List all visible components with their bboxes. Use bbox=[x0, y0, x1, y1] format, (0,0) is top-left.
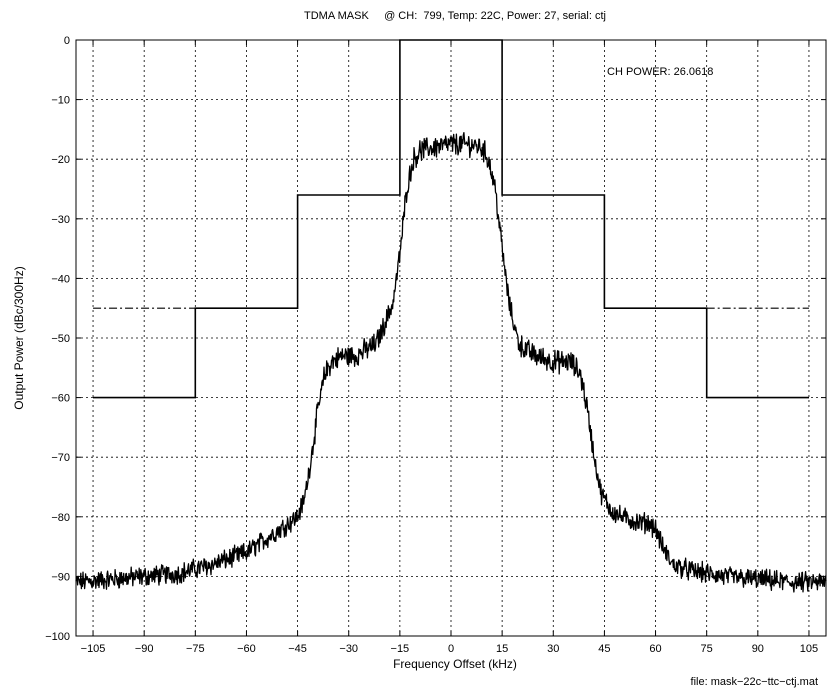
ch-power-annotation: CH POWER: 26.0618 bbox=[607, 66, 713, 78]
y-tick-label: −50 bbox=[51, 333, 70, 345]
y-tick-label: −90 bbox=[51, 571, 70, 583]
y-tick-label: −80 bbox=[51, 512, 70, 524]
x-tick-label: 90 bbox=[752, 643, 764, 655]
x-tick-label: 0 bbox=[448, 643, 454, 655]
x-tick-label: −30 bbox=[339, 643, 358, 655]
x-tick-label: 60 bbox=[649, 643, 661, 655]
y-tick-label: −60 bbox=[51, 393, 70, 405]
x-tick-label: −90 bbox=[135, 643, 154, 655]
x-tick-label: 45 bbox=[598, 643, 610, 655]
spectrum-series bbox=[75, 131, 827, 593]
y-tick-label: −40 bbox=[51, 273, 70, 285]
x-tick-label: −105 bbox=[81, 643, 106, 655]
y-tick-label: −10 bbox=[51, 95, 70, 107]
x-tick-label: −60 bbox=[237, 643, 256, 655]
y-axis-label: Output Power (dBc/300Hz) bbox=[12, 266, 26, 409]
x-tick-label: 105 bbox=[800, 643, 818, 655]
y-tick-label: −100 bbox=[45, 631, 70, 643]
x-axis-label: Frequency Offset (kHz) bbox=[393, 657, 517, 671]
y-tick-label: −20 bbox=[51, 154, 70, 166]
x-tick-label: 15 bbox=[496, 643, 508, 655]
x-tick-label: 30 bbox=[547, 643, 559, 655]
y-tick-label: −70 bbox=[51, 452, 70, 464]
x-axis: −105 −90 −75 −60 −45 −30 −15 0 15 30 45 60 75 90 105 bbox=[81, 40, 818, 655]
x-tick-label: 75 bbox=[701, 643, 713, 655]
spectrum-line bbox=[75, 131, 827, 593]
y-tick-label: −30 bbox=[51, 214, 70, 226]
chart-title: TDMA MASK @ CH: 799, Temp: 22C, Power: 2… bbox=[304, 10, 606, 22]
x-tick-label: −75 bbox=[186, 643, 205, 655]
grid bbox=[76, 39, 826, 637]
y-tick-label: 0 bbox=[64, 35, 70, 47]
x-tick-label: −45 bbox=[288, 643, 307, 655]
x-tick-label: −15 bbox=[391, 643, 410, 655]
y-axis: 0 −10 −20 −30 −40 −50 −60 −70 −80 −90 −100 bbox=[45, 35, 826, 643]
file-name-annotation: file: mask−22c−ttc−ctj.mat bbox=[691, 676, 818, 688]
